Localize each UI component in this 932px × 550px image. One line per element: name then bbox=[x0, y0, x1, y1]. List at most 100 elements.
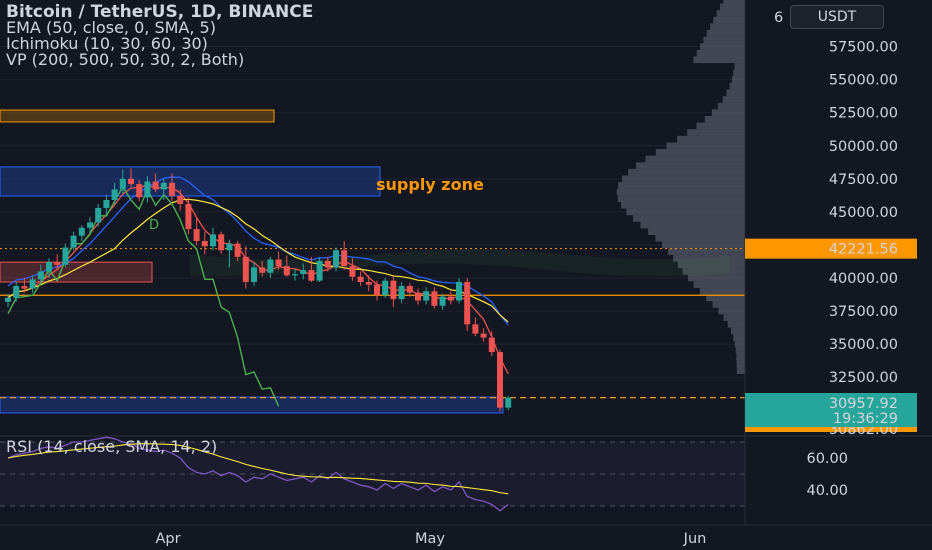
time-tick-label: Jun bbox=[683, 531, 707, 547]
price-tick-label: 55000.00 bbox=[829, 73, 898, 89]
time-axis[interactable]: Apr May Jun bbox=[0, 524, 932, 547]
price-tick-label: 57500.00 bbox=[829, 40, 898, 56]
rsi-pane bbox=[0, 435, 932, 512]
candle-body bbox=[103, 199, 110, 208]
vp-bar bbox=[716, 10, 745, 17]
candle-body bbox=[456, 281, 462, 301]
rsi-ma-line bbox=[7, 443, 509, 495]
candle-body bbox=[5, 297, 11, 302]
candle-body bbox=[152, 181, 159, 190]
marker-box bbox=[745, 238, 917, 259]
countdown-label: 19:36:29 bbox=[833, 411, 898, 427]
candle-body bbox=[308, 270, 315, 281]
vp-bar bbox=[693, 56, 745, 64]
demand-zone bbox=[0, 396, 504, 414]
price-axis[interactable]: 57500.00 55000.00 52500.00 50000.00 47500.00… bbox=[744, 0, 898, 525]
orange-zone bbox=[0, 109, 275, 123]
vp-bar bbox=[734, 340, 745, 348]
vp-bar bbox=[632, 215, 745, 222]
price-tick-label: 35000.00 bbox=[829, 337, 898, 353]
candle-body bbox=[111, 189, 118, 200]
candle-body bbox=[415, 292, 421, 301]
candle-body bbox=[464, 281, 471, 325]
vp-legend[interactable]: VP (200, 500, 50, 30, 2, Both) bbox=[6, 50, 245, 69]
lagging-span bbox=[7, 185, 280, 407]
vp-bar bbox=[696, 49, 745, 57]
grid bbox=[0, 46, 745, 378]
candle-body bbox=[382, 280, 389, 296]
vp-bar bbox=[722, 96, 745, 103]
supply-zone bbox=[0, 166, 381, 197]
vp-bar bbox=[700, 43, 745, 50]
vp-bar bbox=[677, 135, 745, 143]
candle-body bbox=[87, 222, 93, 228]
candle-body bbox=[226, 243, 233, 251]
candle-body bbox=[218, 234, 225, 251]
vp-bar bbox=[636, 162, 745, 169]
vp-bar bbox=[648, 228, 745, 236]
ema-legend[interactable]: EMA (50, close, 0, SMA, 5) bbox=[6, 18, 216, 37]
candle-body bbox=[316, 260, 323, 281]
rsi-legend[interactable]: RSI (14, close, SMA, 14, 2) bbox=[6, 437, 218, 456]
candle-body bbox=[234, 243, 241, 257]
vp-bar bbox=[617, 195, 745, 202]
chart-legend: Bitcoin / TetherUS, 1D, BINANCE EMA (50,… bbox=[6, 4, 313, 68]
candle-body bbox=[259, 267, 266, 273]
candle-body bbox=[62, 247, 69, 265]
candle-body bbox=[505, 397, 512, 408]
candle-body bbox=[406, 285, 413, 293]
time-tick-label: May bbox=[415, 531, 445, 547]
candle-body bbox=[46, 262, 52, 272]
vp-bar bbox=[618, 182, 745, 189]
ichimoku-legend[interactable]: Ichimoku (10, 30, 60, 30) bbox=[6, 34, 208, 53]
candle-body bbox=[169, 182, 175, 197]
candle-body bbox=[365, 281, 372, 285]
candle-body bbox=[292, 274, 298, 276]
candle-body bbox=[242, 256, 249, 282]
candle-body bbox=[447, 296, 454, 301]
candle-body bbox=[78, 227, 85, 236]
candle-body bbox=[333, 250, 339, 268]
vp-bar bbox=[693, 281, 745, 288]
marker-label: 42221.56 bbox=[829, 242, 898, 258]
candle-body bbox=[21, 285, 28, 289]
horizontal-lines bbox=[0, 248, 745, 399]
candle-body bbox=[251, 267, 257, 282]
vp-bar bbox=[706, 294, 745, 302]
candle-body bbox=[70, 235, 77, 248]
vp-bar bbox=[677, 261, 745, 269]
vp-bar bbox=[717, 102, 745, 110]
candle-body bbox=[275, 259, 282, 267]
vp-bar bbox=[736, 367, 745, 374]
candle-body bbox=[54, 262, 61, 265]
vp-bar bbox=[645, 155, 745, 163]
candle-body bbox=[349, 266, 356, 277]
candle-body bbox=[300, 270, 307, 275]
vp-bar bbox=[711, 109, 745, 116]
rsi-tick-label: 60.00 bbox=[806, 451, 848, 467]
candle-body bbox=[341, 250, 348, 267]
vp-bar bbox=[662, 241, 745, 249]
vp-bar bbox=[703, 36, 745, 44]
time-tick-label: Apr bbox=[155, 531, 180, 547]
currency-button[interactable]: USDT bbox=[790, 5, 884, 29]
symbol-title[interactable]: Bitcoin / TetherUS, 1D, BINANCE bbox=[6, 2, 314, 22]
vp-bar bbox=[696, 122, 745, 130]
price-tick-label: 47500.00 bbox=[829, 172, 898, 188]
candle-body bbox=[431, 291, 438, 306]
vp-bar bbox=[730, 327, 745, 335]
vp-bar bbox=[727, 321, 745, 328]
vp-bar bbox=[628, 168, 745, 176]
candle-body bbox=[267, 259, 274, 273]
price-tick-label: 32500.00 bbox=[829, 370, 898, 386]
vp-bar bbox=[720, 3, 745, 11]
vp-bar bbox=[735, 347, 745, 355]
price-tick-label: 37500.00 bbox=[829, 304, 898, 320]
supply-zone-label: supply zone bbox=[376, 175, 484, 194]
vp-bar bbox=[734, 63, 745, 70]
candle-body bbox=[480, 333, 487, 338]
vp-bar bbox=[712, 301, 745, 308]
candle-body bbox=[472, 324, 479, 334]
